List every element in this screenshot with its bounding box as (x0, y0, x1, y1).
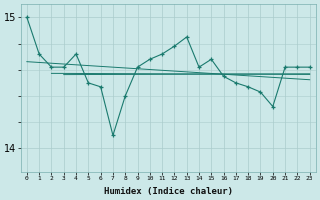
X-axis label: Humidex (Indice chaleur): Humidex (Indice chaleur) (104, 187, 233, 196)
